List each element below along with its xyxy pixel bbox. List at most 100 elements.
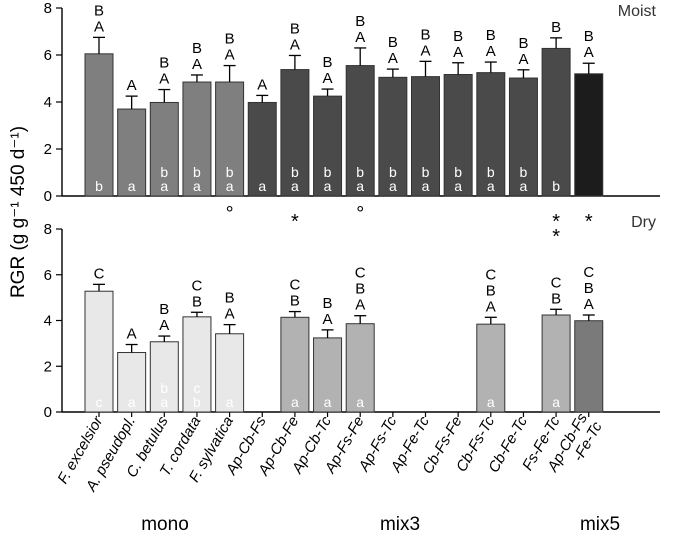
significance-marker: * [552, 211, 560, 233]
above-letter: C [192, 277, 203, 294]
y-tick-label: 6 [44, 267, 52, 284]
inner-letter: a [128, 178, 136, 194]
bar-dry-4 [215, 333, 245, 413]
inner-letter: a [389, 178, 397, 194]
above-letter: B [486, 27, 496, 44]
above-letter: A [453, 44, 463, 61]
above-letter: A [420, 42, 430, 59]
above-letter: B [323, 54, 333, 71]
above-letter: A [584, 44, 594, 61]
above-letter: B [323, 295, 333, 312]
bar-moist-9 [378, 76, 408, 197]
inner-letter: b [356, 164, 364, 180]
above-letter: A [225, 47, 235, 64]
above-letter: B [551, 19, 561, 36]
inner-letter: a [226, 178, 234, 194]
bar-moist-0 [84, 53, 114, 197]
above-letter: A [355, 29, 365, 46]
above-letter: A [323, 70, 333, 87]
above-letter: A [486, 298, 496, 315]
inner-letter: b [422, 164, 430, 180]
above-letter: B [518, 35, 528, 52]
inner-letter: a [356, 394, 364, 410]
above-letter: B [453, 28, 463, 45]
bar-dry-0 [84, 290, 114, 413]
bar-moist-3 [182, 81, 212, 197]
inner-letter: a [291, 178, 299, 194]
inner-letter: b [520, 164, 528, 180]
significance-marker: * [552, 226, 560, 248]
bar-moist-4 [215, 81, 245, 197]
above-letter: B [192, 293, 202, 310]
above-letter: B [388, 34, 398, 51]
inner-letter: a [422, 178, 430, 194]
inner-letter: b [324, 164, 332, 180]
significance-marker: * [291, 211, 299, 233]
significance-marker: ° [356, 203, 364, 225]
inner-letter: a [258, 178, 266, 194]
inner-letter: a [160, 178, 168, 194]
bar-dry-12 [476, 323, 506, 413]
inner-letter: b [552, 178, 560, 194]
above-letter: A [257, 76, 267, 93]
inner-letter: a [520, 178, 528, 194]
above-letter: C [355, 265, 366, 282]
above-letter: B [225, 31, 235, 48]
y-tick-label: 2 [44, 358, 52, 375]
inner-letter: b [193, 164, 201, 180]
inner-letter: a [128, 394, 136, 410]
above-letter: A [584, 296, 594, 313]
above-letter: A [127, 77, 137, 94]
bar-moist-12 [476, 72, 506, 197]
above-letter: A [486, 43, 496, 60]
y-tick-label: 0 [44, 404, 52, 421]
above-letter: B [94, 2, 104, 19]
above-letter: B [159, 55, 169, 72]
panel-label-moist: Moist [618, 3, 657, 20]
above-letter: B [355, 13, 365, 30]
above-letter: B [290, 20, 300, 37]
bar-moist-15 [574, 73, 604, 197]
y-tick-label: 2 [44, 141, 52, 158]
y-tick-label: 0 [44, 188, 52, 205]
inner-letter: b [160, 380, 168, 396]
bar-moist-11 [443, 74, 473, 197]
inner-letter: a [454, 178, 462, 194]
above-letter: B [420, 26, 430, 43]
inner-letter: b [193, 394, 201, 410]
group-label-mix5: mix5 [580, 514, 620, 535]
above-letter: B [225, 290, 235, 307]
significance-marker: ° [226, 203, 234, 225]
above-letter: A [388, 50, 398, 67]
inner-letter: a [291, 394, 299, 410]
inner-letter: a [324, 394, 332, 410]
bar-moist-10 [411, 76, 440, 197]
y-tick-label: 4 [44, 94, 52, 111]
inner-letter: a [552, 394, 560, 410]
above-letter: B [290, 293, 300, 310]
inner-letter: a [356, 178, 364, 194]
y-tick-label: 8 [44, 0, 52, 17]
inner-letter: b [95, 178, 103, 194]
inner-letter: b [160, 164, 168, 180]
inner-letter: a [160, 394, 168, 410]
above-letter: A [290, 36, 300, 53]
inner-letter: a [193, 178, 201, 194]
panel-label-dry: Dry [631, 214, 656, 231]
y-tick-label: 4 [44, 313, 52, 330]
above-letter: A [127, 326, 137, 343]
above-letter: B [192, 40, 202, 57]
above-letter: B [486, 282, 496, 299]
above-letter: C [289, 277, 300, 294]
above-letter: B [584, 28, 594, 45]
inner-letter: b [226, 164, 234, 180]
bar-moist-13 [508, 77, 538, 197]
above-letter: A [159, 71, 169, 88]
y-axis-label: RGR (g g⁻¹ 450 d⁻¹) [8, 126, 29, 298]
bar-moist-8 [345, 65, 375, 197]
inner-letter: b [291, 164, 299, 180]
above-letter: A [225, 306, 235, 323]
bar-dry-1 [117, 352, 147, 413]
